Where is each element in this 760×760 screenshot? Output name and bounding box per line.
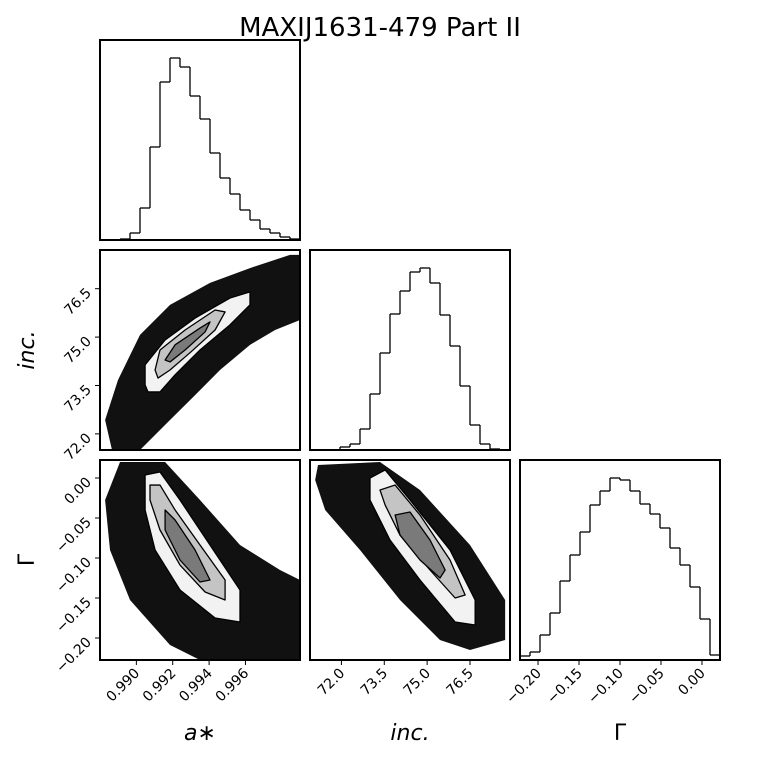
panel: −0.20 −0.15 −0.10 −0.05 0.00 Γ bbox=[503, 459, 721, 746]
y-tick-label: −0.20 bbox=[53, 635, 95, 677]
panel-frame bbox=[309, 249, 511, 451]
density-cloud bbox=[105, 254, 300, 450]
panel bbox=[309, 249, 511, 451]
panel-frame bbox=[99, 39, 301, 241]
y-axis-label: Γ bbox=[15, 553, 40, 566]
x-tick-label: 0.996 bbox=[213, 665, 253, 705]
y-tick-label: −0.05 bbox=[53, 515, 95, 557]
x-tick-label: −0.05 bbox=[626, 666, 668, 708]
panel-frame bbox=[99, 459, 301, 661]
x-tick-label: 0.00 bbox=[675, 666, 708, 699]
x-tick-label: 75.0 bbox=[401, 666, 434, 699]
contour-level bbox=[394, 511, 446, 579]
y-tick-label: −0.15 bbox=[53, 595, 95, 637]
contour-level bbox=[164, 509, 211, 583]
y-tick-label: 73.5 bbox=[61, 382, 94, 415]
x-tick-label: 0.990 bbox=[104, 666, 144, 706]
plot-area bbox=[520, 477, 720, 657]
x-tick-label: −0.10 bbox=[585, 666, 627, 708]
x-tick-label: 0.992 bbox=[140, 666, 180, 706]
figure-title: MAXIJ1631-479 Part II bbox=[239, 13, 521, 43]
plot-area bbox=[310, 267, 510, 450]
plot-area bbox=[105, 254, 300, 450]
y-tick-label: 72.0 bbox=[61, 430, 94, 463]
x-tick-label: 73.5 bbox=[358, 666, 391, 699]
y-tick-label: 0.00 bbox=[61, 475, 94, 508]
y-axis-label: inc. bbox=[15, 330, 40, 369]
y-tick-label: 76.5 bbox=[61, 285, 94, 318]
plot-area bbox=[315, 462, 506, 650]
panel-frame bbox=[309, 459, 511, 661]
y-tick-label: −0.10 bbox=[53, 555, 95, 597]
plot-area bbox=[105, 462, 300, 660]
x-tick-label: −0.20 bbox=[503, 666, 545, 708]
x-axis-label: inc. bbox=[390, 721, 429, 746]
x-axis-label: Γ bbox=[614, 721, 627, 746]
x-tick-label: 76.5 bbox=[443, 666, 476, 699]
contour-level bbox=[164, 321, 211, 363]
panel: 72.0 73.5 75.0 76.5 inc. bbox=[15, 249, 301, 464]
panel: 72.0 73.5 75.0 76.5 inc. bbox=[309, 459, 511, 746]
x-tick-label: 0.994 bbox=[176, 665, 216, 705]
y-tick-label: 75.0 bbox=[61, 334, 94, 367]
panel bbox=[99, 39, 301, 241]
x-tick-label: −0.15 bbox=[544, 666, 586, 708]
x-tick-label: 72.0 bbox=[315, 666, 348, 699]
plot-area bbox=[100, 57, 300, 240]
x-axis-label: a∗ bbox=[184, 721, 216, 746]
panel-frame bbox=[99, 249, 301, 451]
